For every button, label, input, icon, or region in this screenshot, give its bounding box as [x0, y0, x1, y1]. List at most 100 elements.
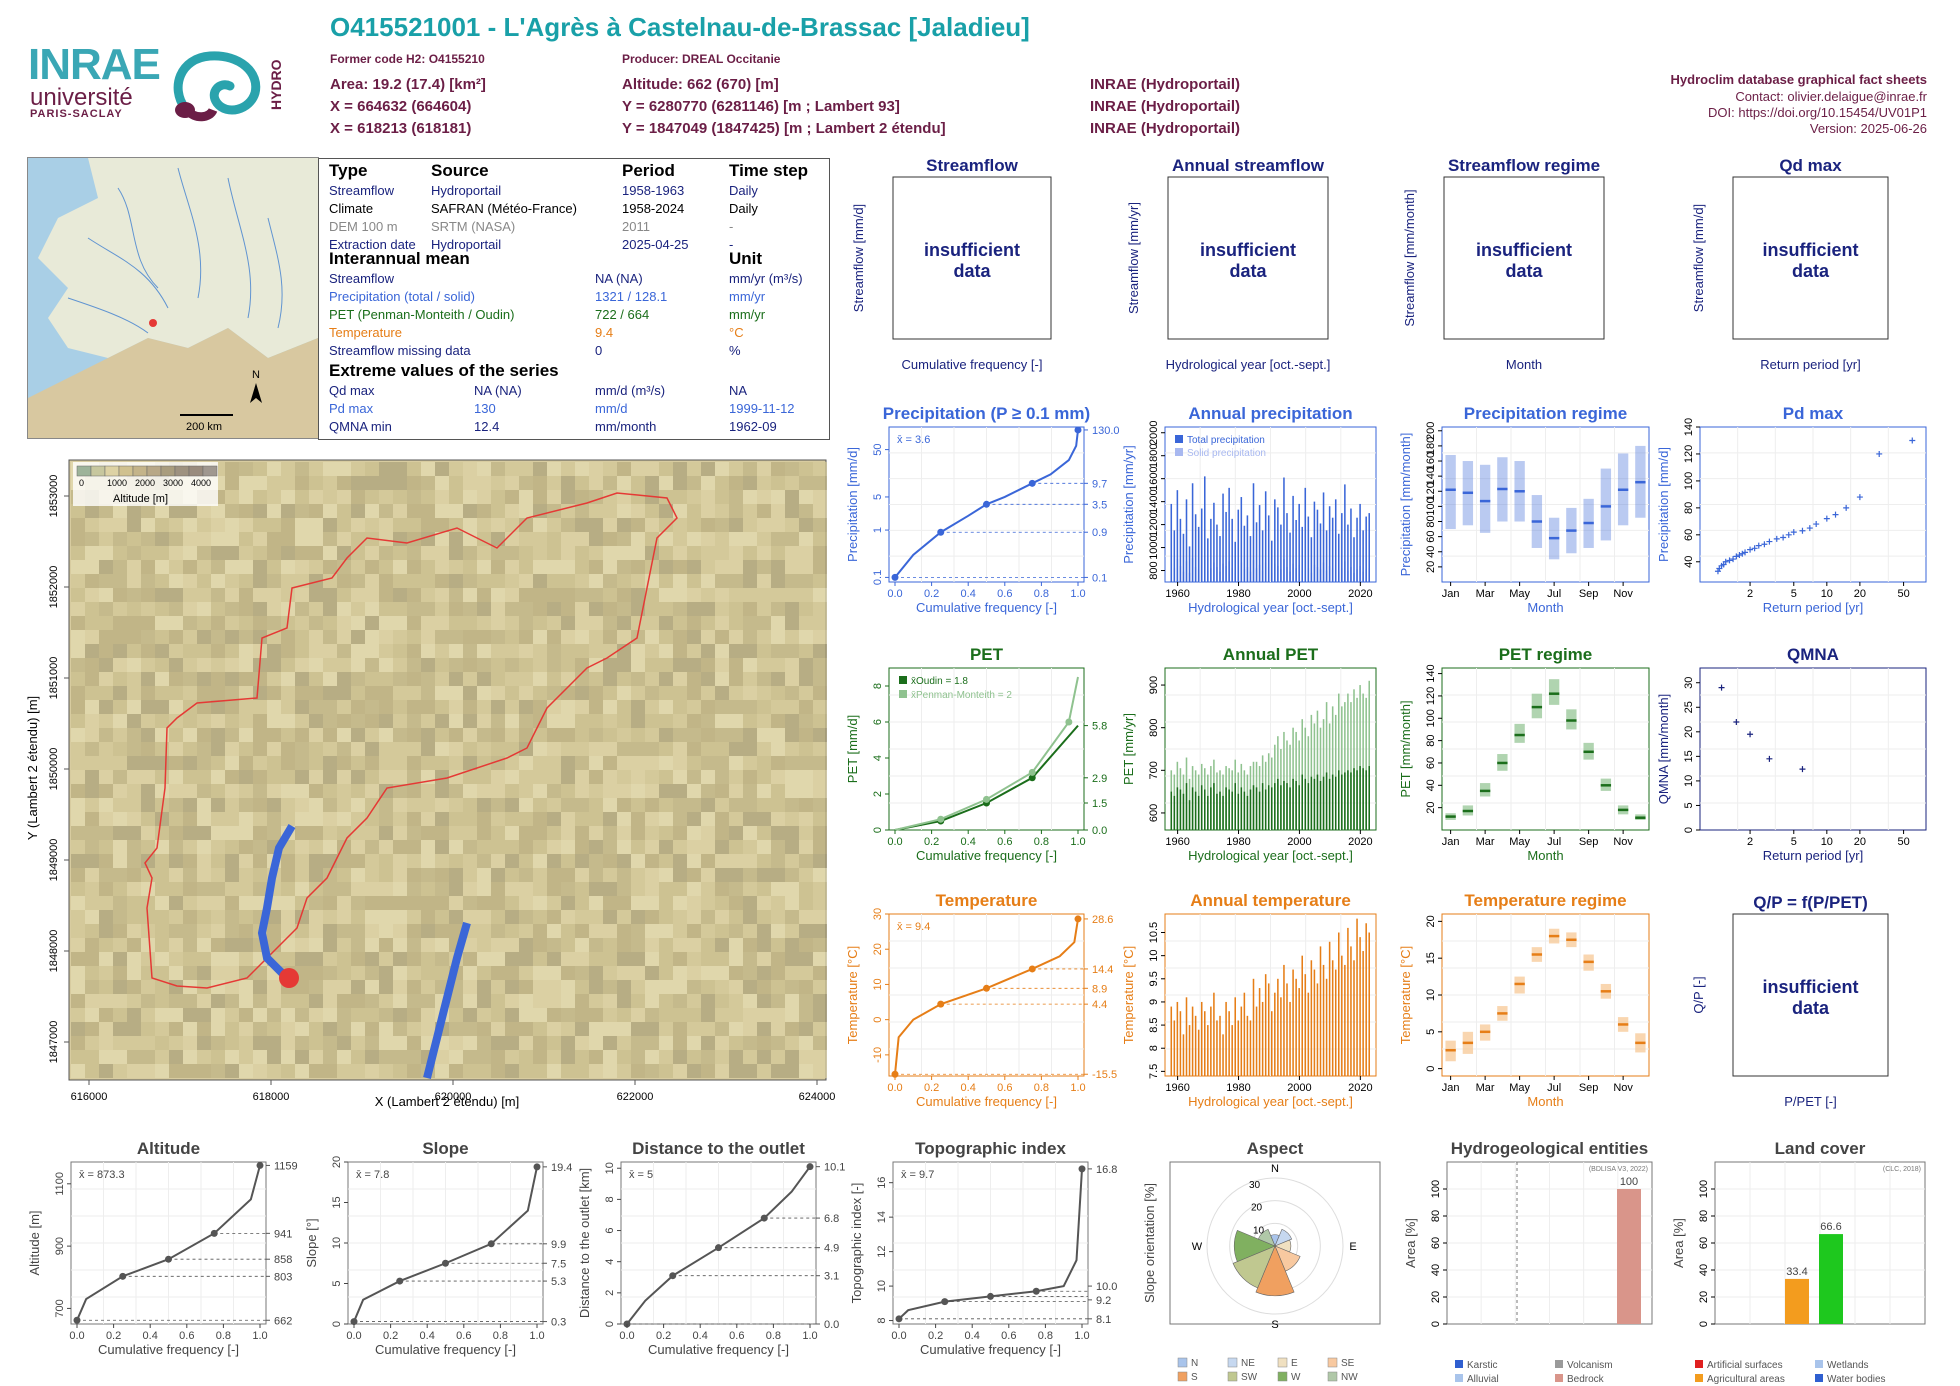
y-tick-label: 700 [1148, 761, 1160, 779]
terrain-cell [603, 784, 617, 798]
bar [1362, 951, 1364, 1076]
terrain-cell [141, 518, 155, 532]
terrain-cell [659, 672, 673, 686]
bar [1173, 530, 1176, 582]
terrain-cell [267, 630, 281, 644]
chart-title-altitude: Altitude [137, 1139, 200, 1158]
terrain-cell [631, 588, 645, 602]
terrain-cell [351, 728, 365, 742]
bar [1170, 791, 1173, 830]
terrain-cell [449, 560, 463, 574]
terrain-cell [393, 658, 407, 672]
terrain-cell [687, 714, 701, 728]
bar [1283, 780, 1285, 830]
terrain-cell [239, 784, 253, 798]
terrain-cell [589, 686, 603, 700]
terrain-cell [281, 490, 295, 504]
bar [1240, 787, 1243, 830]
y-tick-label: 20 [331, 1156, 343, 1168]
bar [1313, 778, 1316, 830]
insufficient-msg: insufficient [1200, 240, 1296, 260]
terrain-cell [183, 602, 197, 616]
terrain-cell [631, 798, 645, 812]
terrain-cell [617, 560, 631, 574]
terrain-cell [799, 700, 813, 714]
y-axis-label: Topographic index [-] [849, 1183, 864, 1304]
terrain-cell [757, 728, 771, 742]
terrain-cell [449, 686, 463, 700]
terrain-cell [547, 588, 561, 602]
bar [1310, 960, 1313, 1076]
x-tick-label: Sep [1579, 588, 1599, 600]
terrain-cell [211, 630, 225, 644]
terrain-cell [491, 476, 505, 490]
terrain-cell [99, 602, 113, 616]
terrain-cell [589, 644, 603, 658]
terrain-cell [659, 686, 673, 700]
terrain-cell [211, 532, 225, 546]
terrain-cell [169, 546, 183, 560]
terrain-cell [71, 518, 85, 532]
terrain-cell [71, 658, 85, 672]
terrain-cell [421, 518, 435, 532]
chart-title-pet_regime: PET regime [1499, 645, 1593, 664]
terrain-cell [603, 532, 617, 546]
terrain-cell [337, 504, 351, 518]
bar-agricultural-areas [1785, 1278, 1809, 1324]
y-tick-label: 0 [1425, 1066, 1437, 1072]
terrain-cell [435, 518, 449, 532]
y-tick-label: 40 [1430, 1264, 1442, 1276]
terrain-cell [99, 588, 113, 602]
terrain-cell [771, 602, 785, 616]
terrain-cell [127, 504, 141, 518]
terrain-cell [743, 672, 757, 686]
x-tick-label: Nov [1613, 836, 1633, 848]
x-tick-label: May [1509, 588, 1530, 600]
terrain-cell [505, 574, 519, 588]
terrain-cell [505, 770, 519, 784]
x-tick-label: 0.8 [766, 1330, 781, 1342]
terrain-cell [351, 770, 365, 784]
france-map-svg: N 200 km [28, 158, 318, 438]
bar [1173, 795, 1176, 830]
terrain-cell [127, 546, 141, 560]
terrain-cell [239, 532, 253, 546]
terrain-cell [617, 770, 631, 784]
terrain-cell [645, 560, 659, 574]
terrain-cell [645, 476, 659, 490]
terrain-cell [533, 476, 547, 490]
bar [1176, 787, 1179, 830]
terrain-cell [491, 518, 505, 532]
terrain-cell [127, 574, 141, 588]
x-axis-label: P/PET [-] [1784, 1094, 1837, 1109]
terrain-cell [183, 728, 197, 742]
terrain-cell [169, 770, 183, 784]
x-tick-label: 0.6 [997, 1082, 1012, 1094]
terrain-cell [197, 742, 211, 756]
terrain-cell [99, 756, 113, 770]
bar [1204, 1011, 1206, 1076]
terrain-cell [211, 686, 225, 700]
terrain-cell [309, 532, 323, 546]
terrain-cell [421, 784, 435, 798]
x-tick-label: May [1509, 836, 1530, 848]
producer: Producer: DREAL Occitanie [622, 52, 781, 66]
y-tick-label: 0 [1683, 827, 1695, 833]
x-axis-label: Hydrological year [oct.-sept.] [1188, 600, 1353, 615]
terrain-cell [365, 658, 379, 672]
doi-link[interactable]: DOI: https://doi.org/10.15454/UV01P1 [1708, 105, 1927, 120]
terrain-cell [71, 504, 85, 518]
terrain-cell [127, 700, 141, 714]
terrain-cell [407, 602, 421, 616]
terrain-cell [169, 630, 183, 644]
terrain-cell [225, 462, 239, 476]
y-tick-label: 20 [1425, 915, 1437, 927]
y-tick-label: 8 [872, 683, 884, 689]
y-tick-label: 80 [1425, 515, 1437, 527]
terrain-cell [547, 602, 561, 616]
y-tick-label: 30 [872, 908, 884, 920]
bar [1185, 783, 1188, 830]
terrain-cell [659, 602, 673, 616]
terrain-cell [799, 504, 813, 518]
y-tick-label: 800 [1148, 719, 1160, 737]
